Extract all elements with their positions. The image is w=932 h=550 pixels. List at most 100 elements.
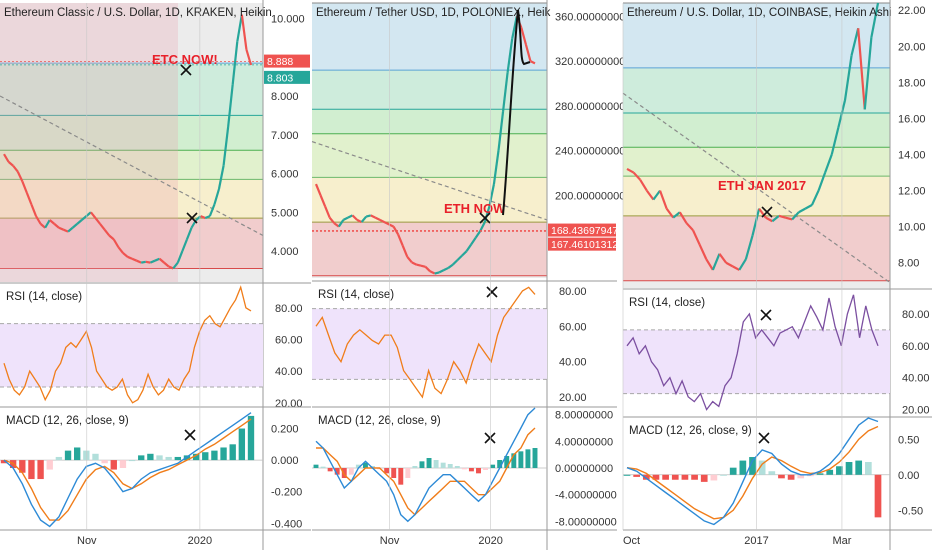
price-candle — [172, 261, 179, 270]
fib-zone — [312, 109, 547, 134]
rsi-tick-label: 80.00 — [559, 286, 587, 298]
macd-histogram-bar — [419, 461, 425, 468]
price-candle — [81, 215, 88, 221]
price-candle — [434, 271, 440, 275]
price-candle — [718, 253, 727, 264]
macd-title: MACD (12, 26, close, 9) — [629, 425, 752, 437]
macd-histogram-bar — [797, 474, 805, 479]
price-candle — [692, 229, 701, 246]
price-candle — [314, 183, 322, 196]
macd-histogram-bar — [229, 444, 236, 461]
price-candle — [185, 227, 193, 240]
price-candle — [21, 180, 28, 194]
price-tag-box — [548, 237, 616, 251]
rsi-tick-label: 80.00 — [275, 303, 303, 315]
fib-zone — [312, 133, 547, 178]
macd-histogram-bar — [652, 474, 660, 480]
price-candle — [365, 214, 372, 218]
macd-signal-line — [626, 425, 879, 520]
price-candle — [149, 259, 156, 264]
macd-histogram-bar — [46, 460, 53, 470]
price-candle — [351, 214, 358, 221]
rsi-title: RSI (14, close) — [318, 289, 394, 301]
time-tick-label: Oct — [623, 535, 640, 547]
macd-histogram-bar — [758, 460, 766, 475]
time-tick-label: Nov — [380, 535, 400, 547]
price-candle — [870, 2, 880, 38]
price-candle — [429, 270, 436, 275]
macd-histogram-bar — [355, 464, 361, 468]
cross-marker — [760, 309, 772, 321]
macd-histogram-bar — [92, 453, 99, 461]
price-candle — [7, 161, 14, 167]
macd-histogram-bar — [426, 458, 432, 468]
macd-histogram-bar — [642, 474, 650, 480]
macd-histogram-bar — [83, 450, 90, 461]
price-tag-box — [264, 54, 310, 68]
time-tick-label: 2020 — [188, 535, 212, 547]
price-candle — [374, 216, 381, 221]
price-candle — [424, 266, 431, 273]
price-candle — [181, 238, 188, 252]
price-candle — [227, 84, 234, 128]
price-candle — [204, 215, 211, 220]
cross-marker — [484, 432, 496, 444]
price-candle — [200, 215, 206, 220]
chart-panel-1: 8.888 8.803 ETC NOW! Ethereum Classic / U.S… — [0, 0, 311, 550]
time-tick-label: Nov — [77, 535, 97, 547]
macd-histogram-bar — [532, 448, 538, 468]
time-tick-label: 2020 — [478, 535, 502, 547]
price-candle — [176, 250, 184, 264]
macd-histogram-bar — [490, 464, 496, 468]
price-candle — [778, 214, 786, 219]
macd-tick-label: -4.00000000 — [555, 490, 617, 502]
price-tick-label: 20.00 — [898, 41, 926, 53]
price-candle — [240, 14, 248, 50]
price-candle — [231, 41, 239, 85]
price-candle — [857, 28, 866, 110]
price-candle — [131, 257, 138, 262]
price-tag-box — [264, 70, 310, 84]
macd-histogram-bar — [64, 450, 72, 461]
macd-histogram-bar — [110, 460, 117, 470]
price-tag-label: 168.43697947 — [551, 225, 618, 237]
price-candle — [785, 216, 793, 221]
macd-histogram-bar — [710, 474, 718, 481]
macd-histogram-bar — [119, 460, 127, 468]
macd-histogram-bar — [165, 456, 172, 461]
macd-line — [626, 417, 879, 526]
price-candle — [145, 260, 151, 264]
macd-histogram-bar — [19, 460, 26, 473]
macd-histogram-bar — [220, 447, 227, 461]
price-candle — [678, 211, 688, 224]
annotation-label: ETH JAN 2017 — [718, 178, 806, 193]
price-candle — [67, 226, 74, 233]
macd-histogram-bar — [138, 455, 145, 461]
shaded-range — [0, 3, 178, 282]
macd-histogram-bar — [362, 462, 368, 468]
rsi-tick-label: 20.00 — [275, 398, 303, 410]
cross-marker — [479, 212, 491, 224]
rsi-title: RSI (14, close) — [6, 291, 82, 303]
price-candle — [236, 14, 243, 42]
cross-marker — [184, 429, 196, 441]
price-candle — [452, 259, 459, 266]
macd-histogram-bar — [461, 468, 467, 470]
price-tag-label: 167.46101312 — [551, 239, 618, 251]
fib-zone — [312, 177, 547, 223]
price-candle — [497, 111, 505, 151]
price-candle — [470, 237, 477, 246]
macd-line — [315, 407, 536, 523]
price-candle — [524, 44, 532, 62]
price-tag-box — [548, 223, 616, 237]
macd-title: MACD (12, 26, close, 9) — [6, 415, 129, 427]
rsi-tick-label: 60.00 — [559, 321, 587, 333]
macd-tick-label: 0.00000000 — [555, 463, 613, 475]
price-candle — [817, 172, 827, 191]
annotation-label: ETH NOW — [444, 201, 506, 216]
macd-histogram-bar — [749, 457, 756, 475]
price-candle — [245, 49, 253, 66]
rsi-tick-label: 60.00 — [902, 341, 930, 353]
rsi-tick-label: 20.00 — [902, 405, 930, 417]
price-tick-label: 16.00 — [898, 113, 926, 125]
